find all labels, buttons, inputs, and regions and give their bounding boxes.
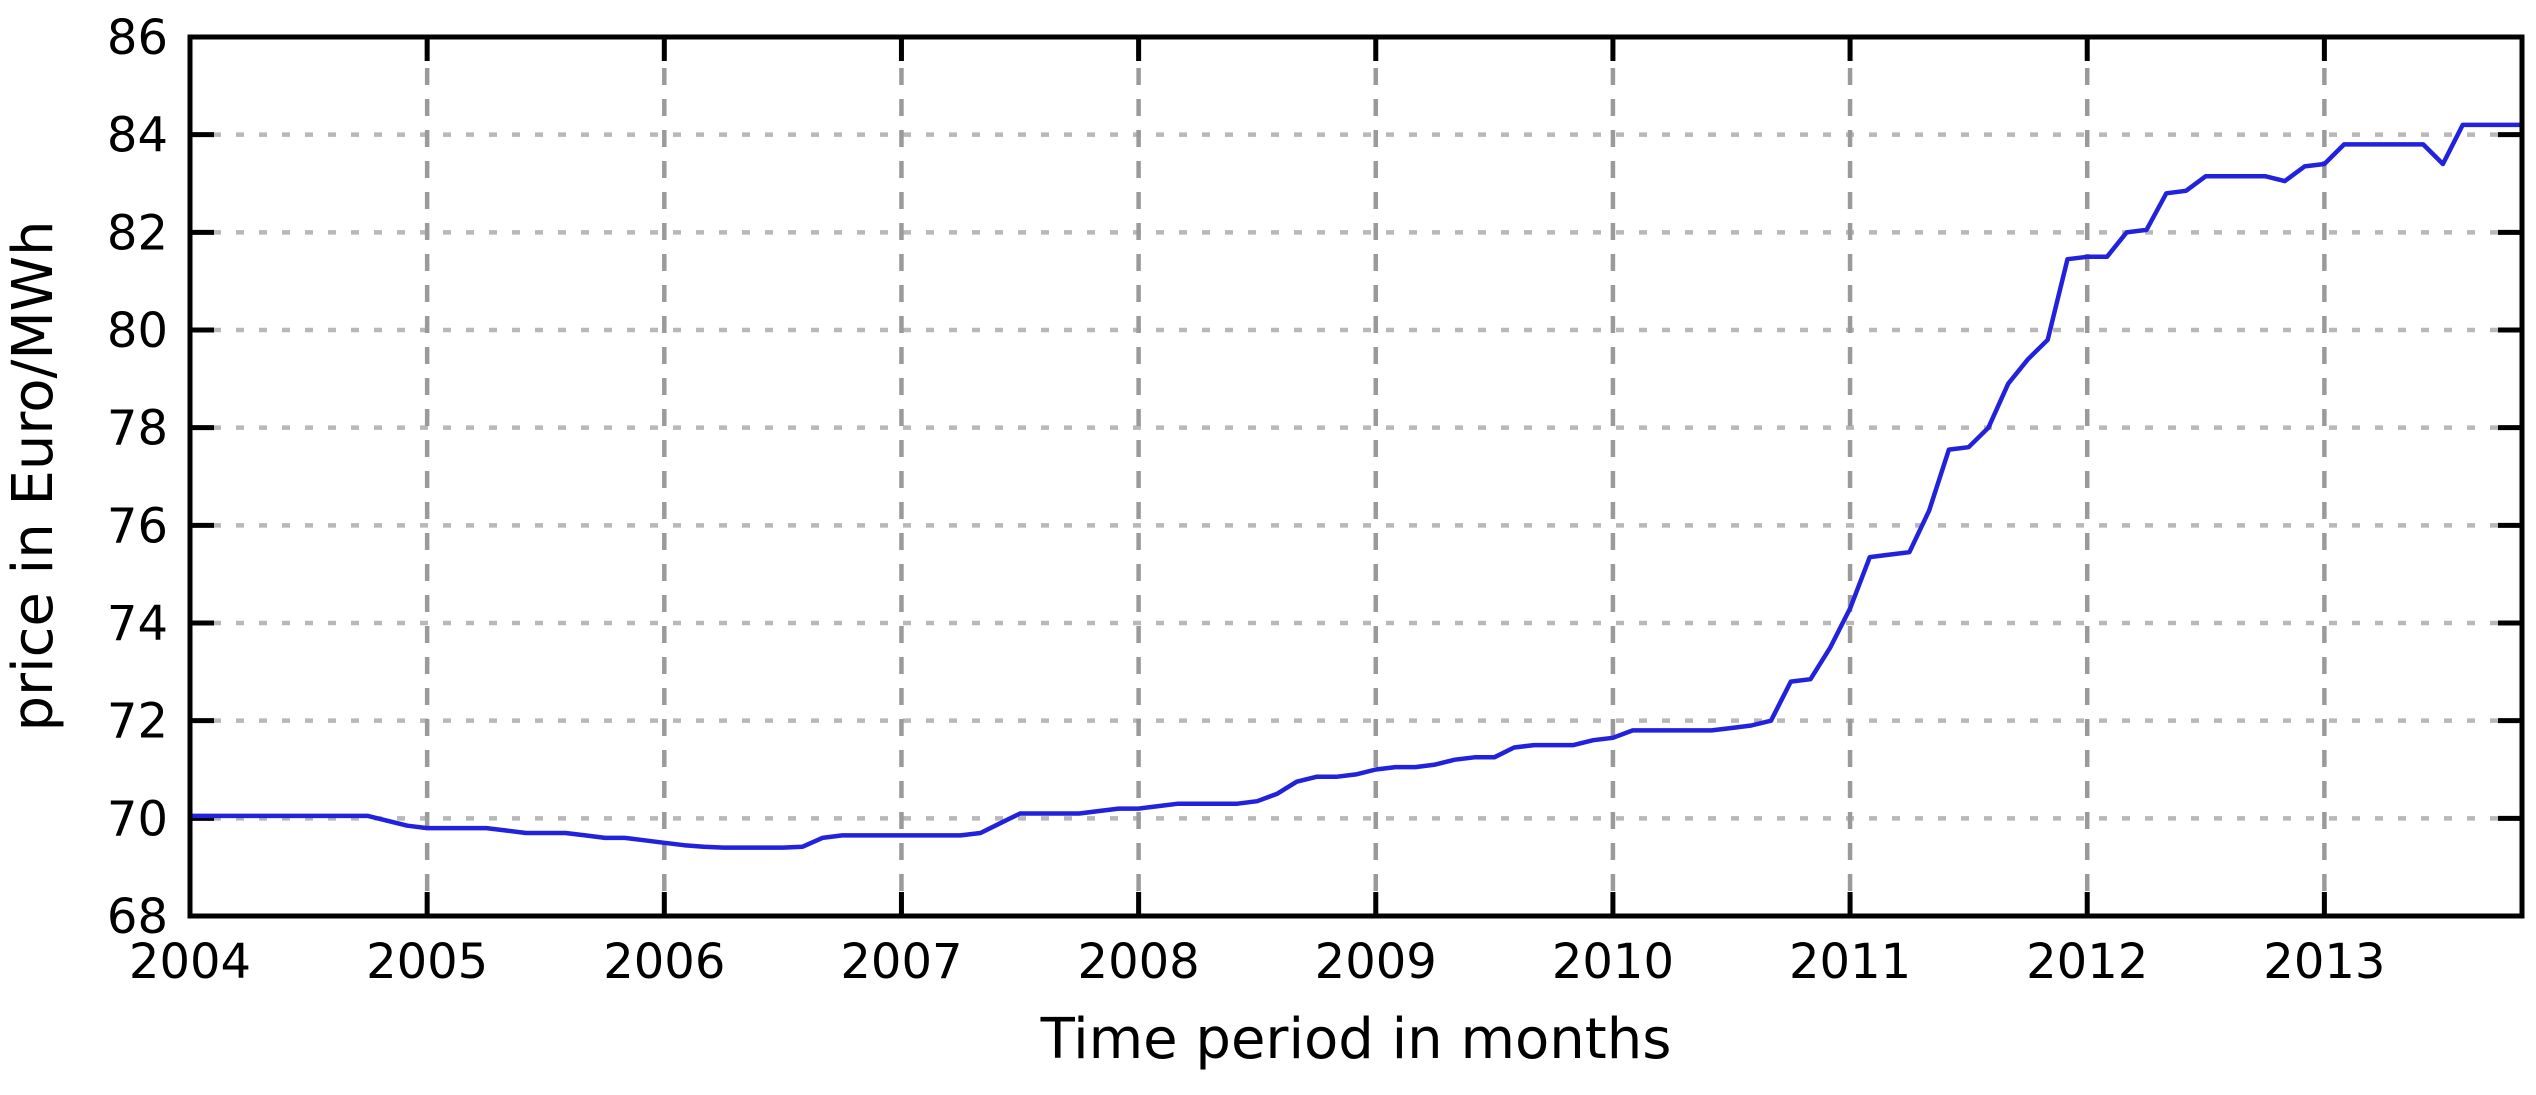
y-tick-label: 80 — [107, 303, 168, 359]
plot-border — [187, 34, 2525, 919]
x-tick-label: 2004 — [129, 934, 251, 990]
y-tick-label: 72 — [107, 694, 168, 750]
y-tick-label: 74 — [107, 596, 168, 652]
x-axis-label: Time period in months — [1040, 1007, 1672, 1072]
price-line — [187, 122, 2525, 850]
x-tick-label: 2011 — [1789, 934, 1911, 990]
x-tick-label: 2009 — [1315, 934, 1437, 990]
y-tick-label: 70 — [107, 791, 168, 847]
y-tick-label: 78 — [107, 401, 168, 457]
x-tick-label: 2007 — [840, 934, 962, 990]
y-axis-label: price in Euro/MWh — [1, 221, 66, 732]
x-tick-label: 2008 — [1078, 934, 1200, 990]
y-tick-label: 84 — [107, 108, 168, 164]
tick-marks — [187, 34, 2522, 919]
y-tick-label: 76 — [107, 498, 168, 554]
x-tick-label: 2005 — [366, 934, 488, 990]
x-tick-label: 2013 — [2263, 934, 2385, 990]
y-tick-labels: 68 70 72 74 76 78 80 82 84 86 — [107, 10, 168, 945]
x-tick-label: 2006 — [603, 934, 725, 990]
y-tick-label: 86 — [107, 10, 168, 66]
y-tick-label: 68 — [107, 889, 168, 945]
x-tick-labels: 2004 2005 2006 2007 2008 2009 2010 2011 2012 2013 — [129, 934, 2386, 990]
x-tick-label: 2010 — [1552, 934, 1674, 990]
y-tick-label: 82 — [107, 205, 168, 261]
x-tick-label: 2012 — [2026, 934, 2148, 990]
horizontal-gridlines — [190, 132, 2522, 821]
vertical-gridlines — [424, 37, 2327, 916]
